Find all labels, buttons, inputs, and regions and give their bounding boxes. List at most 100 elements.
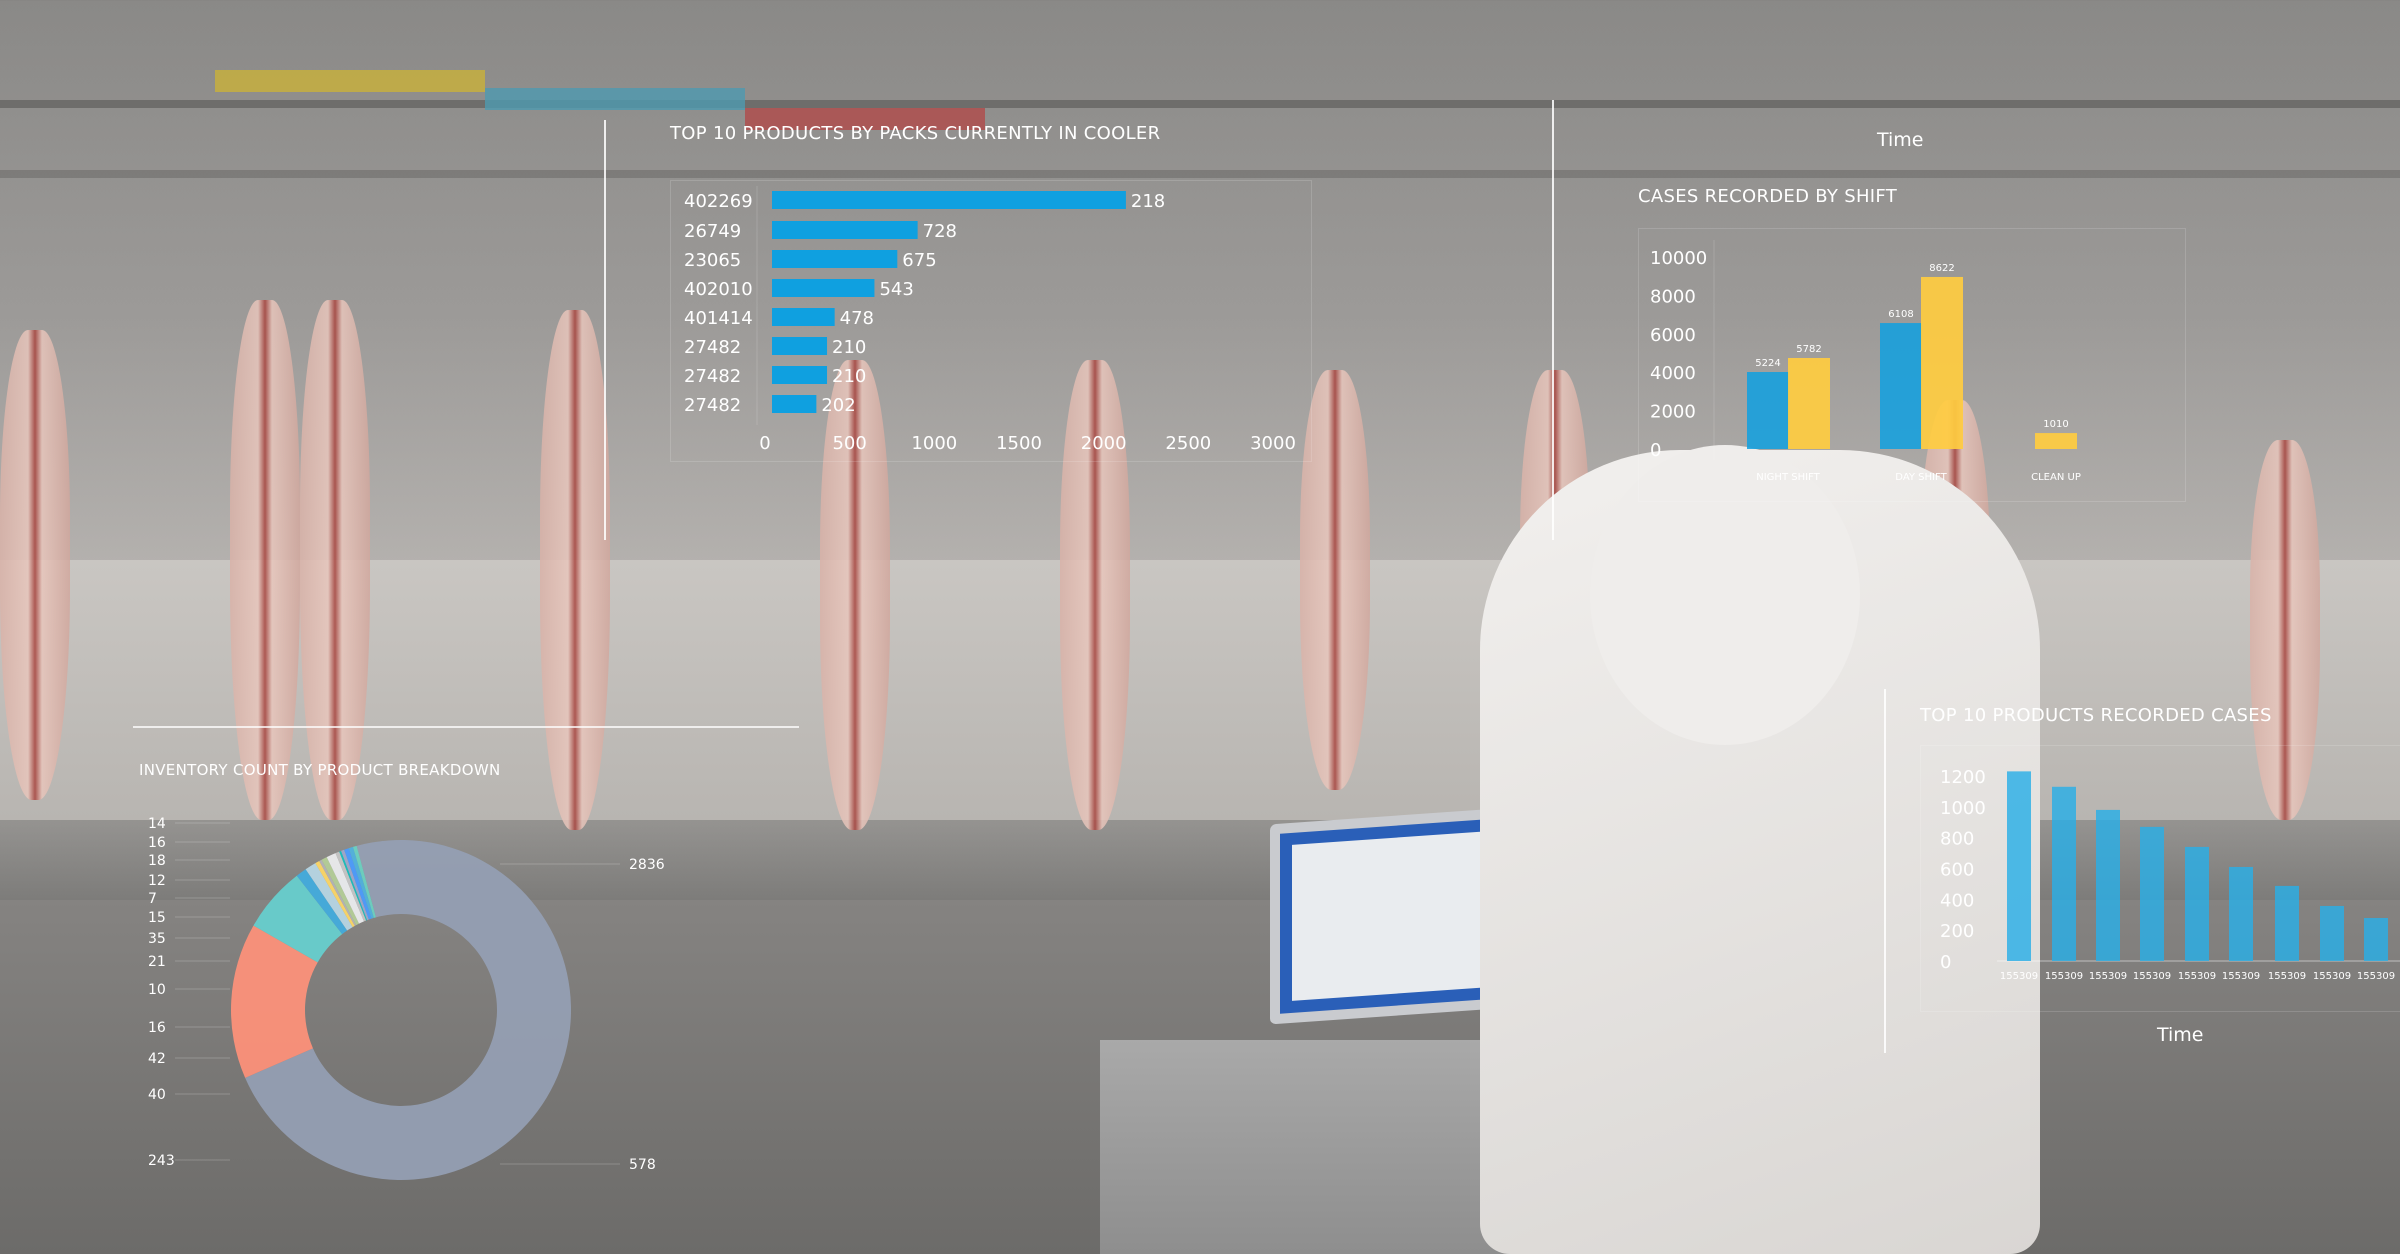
slice-label: 18 bbox=[148, 853, 166, 869]
bar bbox=[2007, 771, 2031, 961]
data-label: 478 bbox=[840, 308, 874, 329]
ceiling-rail bbox=[0, 100, 2400, 108]
donut-slice bbox=[341, 849, 369, 921]
bar bbox=[1880, 323, 1922, 449]
category-label: 155309 bbox=[2089, 971, 2127, 982]
divider-line bbox=[1552, 100, 1554, 540]
category-label: 155309 bbox=[2178, 971, 2216, 982]
chart-title-inventory-breakdown: INVENTORY COUNT BY PRODUCT BREAKDOWN bbox=[139, 761, 501, 779]
slice-label: 10 bbox=[148, 982, 166, 998]
carcass bbox=[1300, 370, 1370, 790]
data-label: 210 bbox=[832, 337, 866, 358]
axis-label-time: Time bbox=[1877, 129, 1924, 151]
bar bbox=[1921, 276, 1963, 449]
carcass bbox=[820, 360, 890, 830]
donut-slice bbox=[352, 845, 376, 918]
data-label: 8622 bbox=[1929, 263, 1954, 274]
divider-line bbox=[1884, 689, 1886, 1053]
bar bbox=[2364, 917, 2388, 961]
category-label: 155309 bbox=[2222, 971, 2260, 982]
slice-label: 243 bbox=[148, 1153, 175, 1169]
y-tick-label: 600 bbox=[1940, 860, 1974, 881]
ceiling-color-band bbox=[745, 108, 985, 130]
slice-label: 35 bbox=[148, 931, 166, 947]
donut-slice bbox=[315, 860, 355, 928]
ceiling-rail bbox=[0, 170, 2400, 178]
bar bbox=[2035, 433, 2077, 449]
bar bbox=[2140, 826, 2164, 961]
ceiling-color-band bbox=[215, 70, 485, 92]
y-tick-label: 6000 bbox=[1650, 325, 1696, 346]
bar bbox=[2320, 905, 2344, 961]
donut-slice bbox=[319, 859, 357, 926]
donut-slice bbox=[326, 853, 364, 924]
bar bbox=[1747, 372, 1789, 449]
category-label: 23065 bbox=[684, 250, 741, 271]
chart-frame bbox=[1920, 745, 2400, 1012]
category-label: 155309 bbox=[2313, 971, 2351, 982]
chart-frame bbox=[670, 180, 1312, 462]
data-label: 5224 bbox=[1755, 358, 1780, 369]
category-label: 155309 bbox=[2045, 971, 2083, 982]
category-label: 27482 bbox=[684, 395, 741, 416]
category-label: 26749 bbox=[684, 221, 741, 242]
carcass bbox=[0, 330, 70, 800]
chart-title-packs-in-cooler: TOP 10 PRODUCTS BY PACKS CURRENTLY IN CO… bbox=[670, 123, 1161, 144]
category-label: 402269 bbox=[684, 191, 753, 212]
category-label: 401414 bbox=[684, 308, 753, 329]
bar bbox=[772, 366, 828, 384]
y-tick-label: 4000 bbox=[1650, 363, 1696, 384]
category-label: DAY SHIFT bbox=[1895, 472, 1947, 483]
donut-slice bbox=[253, 875, 343, 963]
slice-label: 42 bbox=[148, 1051, 166, 1067]
slice-label: 40 bbox=[148, 1087, 166, 1103]
data-label: 1010 bbox=[2043, 419, 2068, 430]
x-tick-label: 0 bbox=[759, 433, 770, 454]
bar bbox=[772, 308, 835, 326]
y-tick-label: 0 bbox=[1650, 440, 1661, 461]
x-tick-label: 1000 bbox=[911, 433, 957, 454]
category-label: 27482 bbox=[684, 337, 741, 358]
y-tick-label: 1200 bbox=[1940, 767, 1986, 788]
category-label: 155309 bbox=[2268, 971, 2306, 982]
x-tick-label: 1500 bbox=[996, 433, 1042, 454]
category-label: 27482 bbox=[684, 366, 741, 387]
data-label: 675 bbox=[902, 250, 936, 271]
y-tick-label: 1000 bbox=[1940, 798, 1986, 819]
carcass bbox=[300, 300, 370, 820]
bar bbox=[772, 395, 817, 413]
slice-label: 578 bbox=[629, 1157, 656, 1173]
divider-line bbox=[133, 726, 799, 728]
slice-label: 21 bbox=[148, 954, 166, 970]
donut-slice bbox=[296, 869, 348, 935]
bar bbox=[772, 250, 898, 268]
data-label: 728 bbox=[923, 221, 957, 242]
x-tick-label: 500 bbox=[832, 433, 866, 454]
chart-title-cases-by-shift: CASES RECORDED BY SHIFT bbox=[1638, 186, 1898, 207]
y-tick-label: 200 bbox=[1940, 921, 1974, 942]
category-label: 155309 bbox=[2133, 971, 2171, 982]
carcass bbox=[1060, 360, 1130, 830]
bar bbox=[1788, 357, 1830, 449]
bar bbox=[2185, 846, 2209, 961]
donut-slice bbox=[245, 840, 571, 1180]
donut-slice bbox=[230, 925, 318, 1078]
bar bbox=[772, 279, 875, 297]
slice-label: 14 bbox=[148, 816, 166, 832]
bar bbox=[772, 337, 828, 355]
slice-label: 16 bbox=[148, 835, 166, 851]
chart-title-top-products-cases: TOP 10 PRODUCTS RECORDED CASES bbox=[1920, 705, 2272, 726]
y-tick-label: 10000 bbox=[1650, 248, 1707, 269]
data-label: 6108 bbox=[1888, 309, 1913, 320]
worker-head bbox=[1590, 445, 1860, 745]
category-label: NIGHT SHIFT bbox=[1756, 472, 1820, 483]
carcass bbox=[2250, 440, 2320, 820]
donut-slice bbox=[335, 851, 367, 922]
data-label: 210 bbox=[832, 366, 866, 387]
bar bbox=[2096, 809, 2120, 961]
category-label: 155309 bbox=[2000, 971, 2038, 982]
